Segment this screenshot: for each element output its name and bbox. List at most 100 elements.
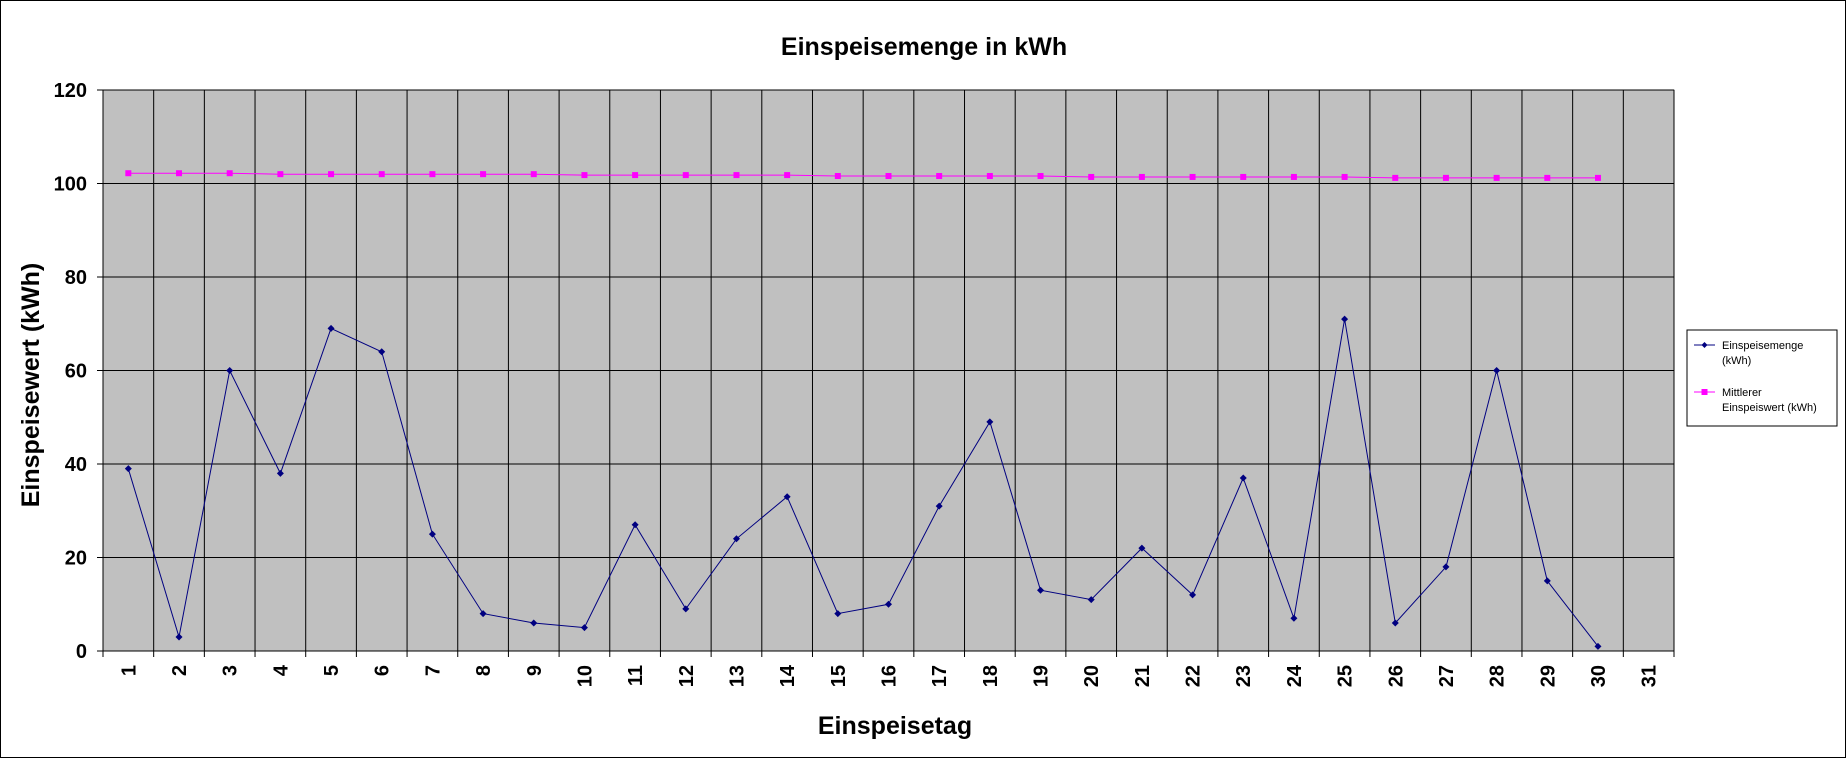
data-point [1594, 642, 1602, 650]
y-tick-label: 60 [65, 361, 87, 383]
x-tick-label: 27 [1436, 665, 1458, 687]
legend-entry: Einspeisemenge (kWh) [1694, 340, 1803, 367]
legend-label: Mittlerer [1722, 387, 1762, 399]
x-tick-label: 31 [1639, 665, 1661, 687]
data-point [580, 624, 588, 632]
data-point [885, 173, 892, 180]
x-tick-label: 1 [118, 665, 140, 676]
x-tick-label: 7 [422, 665, 444, 676]
data-point [1088, 173, 1095, 180]
y-tick-label: 120 [54, 80, 87, 102]
data-point [1037, 173, 1044, 180]
x-tick-label: 21 [1132, 665, 1154, 687]
data-point [1290, 173, 1297, 180]
y-tick-label: 100 [54, 174, 87, 196]
data-point [378, 171, 385, 178]
legend-entry: Mittlerer Einspeiswert (kWh) [1694, 387, 1817, 414]
data-point [378, 348, 386, 356]
data-point [428, 530, 436, 538]
data-point [1138, 544, 1146, 552]
x-tick-label: 23 [1233, 665, 1255, 687]
x-tick-label: 20 [1081, 665, 1103, 687]
data-point [1442, 563, 1450, 571]
x-tick-label: 26 [1385, 665, 1407, 687]
data-point [1290, 614, 1298, 622]
data-point [581, 172, 588, 179]
series-line [128, 172, 1598, 179]
x-axis-title: Einspeisetag [818, 712, 972, 740]
data-point [784, 172, 791, 179]
data-point [783, 493, 791, 501]
y-tick-label: 40 [65, 454, 87, 476]
x-tick-label: 6 [372, 665, 394, 676]
data-point [125, 170, 132, 177]
legend-marker [1701, 389, 1708, 395]
data-point [935, 502, 943, 510]
x-tick-label: 12 [676, 665, 698, 687]
x-tick-label: 29 [1537, 665, 1559, 687]
x-tick-label: 10 [574, 665, 596, 687]
data-point [682, 172, 689, 179]
y-tick-label: 20 [65, 548, 87, 570]
x-tick-label: 24 [1284, 664, 1306, 687]
data-point [834, 610, 842, 618]
data-point [1594, 174, 1601, 181]
data-point [327, 324, 335, 332]
series-line [127, 319, 1599, 647]
series-layer [124, 170, 1602, 650]
x-tick-label: 11 [625, 665, 647, 686]
data-point [429, 171, 436, 178]
x-tick-label: 3 [220, 665, 242, 676]
legend: Einspeisemenge (kWh) Mittlerer Einspeiswert… [1686, 329, 1838, 427]
legend-label: Einspeiswert (kWh) [1722, 402, 1817, 414]
y-tick-label: 80 [65, 267, 87, 289]
data-point [1341, 173, 1348, 180]
data-point [986, 173, 993, 180]
data-point [1391, 619, 1399, 627]
y-tick-label: 0 [76, 641, 87, 663]
data-point [226, 367, 234, 374]
x-tick-label: 8 [473, 665, 495, 676]
legend-label: (kWh) [1722, 355, 1751, 367]
data-point [1493, 367, 1501, 374]
legend-label: Einspeisemenge [1722, 340, 1803, 352]
series-1 [124, 315, 1602, 650]
data-point [479, 610, 487, 618]
plot-area [102, 89, 1675, 652]
data-point [632, 172, 639, 179]
data-point [1544, 174, 1551, 181]
data-point [277, 171, 284, 178]
x-tick-label: 9 [524, 665, 546, 676]
data-point [986, 418, 994, 426]
x-tick-label: 19 [1031, 665, 1053, 687]
data-point [1037, 586, 1045, 594]
data-point [885, 600, 892, 608]
data-point [175, 633, 183, 641]
x-tick-label: 18 [980, 665, 1002, 687]
x-tick-label: 14 [777, 664, 799, 687]
x-tick-label: 15 [828, 665, 850, 687]
data-point [1493, 174, 1500, 181]
data-point [936, 173, 943, 180]
x-tick-label: 28 [1487, 665, 1509, 687]
data-point [124, 465, 132, 473]
x-tick-label: 5 [321, 665, 343, 676]
x-tick-label: 4 [270, 664, 292, 676]
data-point [1239, 474, 1247, 482]
series-2 [125, 170, 1601, 181]
data-point [530, 171, 537, 178]
chart-title: Einspeisemenge in kWh [781, 33, 1067, 61]
data-point [1138, 173, 1145, 180]
x-tick-label: 30 [1588, 665, 1610, 687]
data-point [176, 170, 183, 177]
data-point [480, 171, 487, 178]
data-point [682, 605, 690, 613]
data-point [834, 173, 841, 180]
data-point [276, 469, 284, 477]
data-point [1189, 173, 1196, 180]
data-point [1543, 577, 1551, 585]
data-point [1087, 596, 1095, 604]
data-point [1240, 173, 1247, 180]
